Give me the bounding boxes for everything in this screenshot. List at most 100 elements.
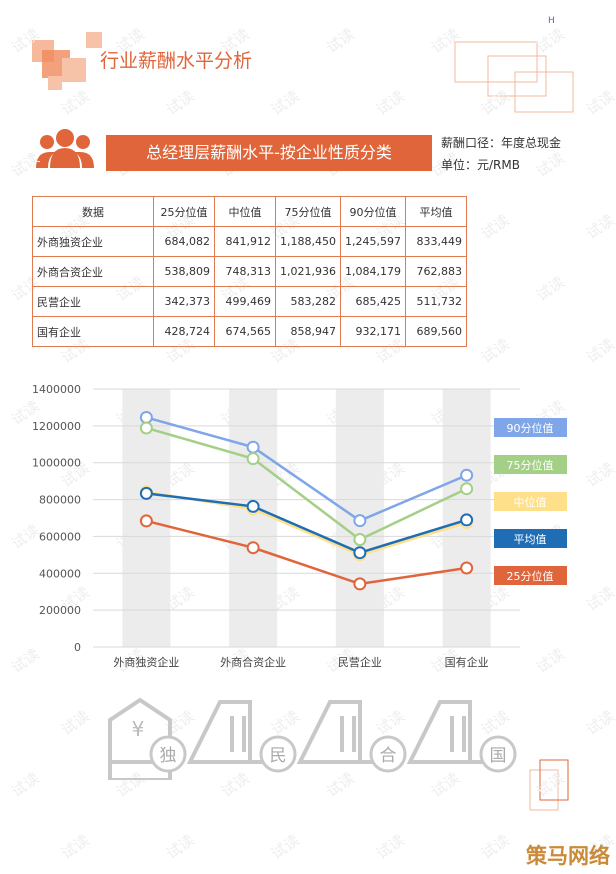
table-cell: 932,171 <box>339 316 406 347</box>
point <box>139 410 153 424</box>
icon-badge <box>259 735 297 773</box>
note: 单位：元/RMB <box>441 158 520 172</box>
legend-label: 25分位值 <box>507 569 554 583</box>
table-cell: 858,947 <box>275 316 341 347</box>
table-cell: 1,021,936 <box>275 256 341 287</box>
table-cell: 538,809 <box>153 256 215 287</box>
corner-mark: H <box>548 16 555 26</box>
table-cell: 762,883 <box>404 256 467 287</box>
table-cell: 684,082 <box>153 226 215 257</box>
y-tick-label: 1200000 <box>32 420 81 433</box>
table-cell: 689,560 <box>404 316 467 347</box>
table-cell: 685,425 <box>339 286 406 317</box>
series-line <box>146 492 467 555</box>
table-cell: 民营企业 <box>32 286 154 317</box>
icon-label: 合 <box>380 746 397 766</box>
point <box>246 541 260 555</box>
table-cell: 841,912 <box>214 226 276 257</box>
table-cell: 1,188,450 <box>275 226 341 257</box>
point <box>246 452 260 466</box>
header-cell: 75分位值 <box>275 196 341 227</box>
legend-label: 中位值 <box>514 495 547 509</box>
icon-label: 独 <box>160 746 177 766</box>
table-cell: 499,469 <box>214 286 276 317</box>
chart: 0 200000 400000 600000 800000 1000000 1200000 1… <box>32 383 567 669</box>
brand: 策马网络 <box>526 844 610 868</box>
legend-label: 90分位值 <box>507 421 554 435</box>
series-line <box>146 519 467 586</box>
point <box>246 499 260 513</box>
table-header-row: 数据 25分位值 中位值 75分位值 90分位值 平均值 <box>32 196 467 227</box>
icons: ¥ 独 民 合 国 <box>108 697 517 780</box>
icon-badge <box>149 735 187 773</box>
legend-swatch <box>494 566 567 585</box>
legend-swatch <box>494 492 567 511</box>
x-tick-label: 国有企业 <box>445 655 489 669</box>
icon-label: 国 <box>490 746 507 766</box>
legend-swatch <box>494 418 567 437</box>
note: 薪酬口径：年度总现金 <box>441 136 562 150</box>
series-line <box>146 490 467 557</box>
y-tick-label: 600000 <box>39 530 81 543</box>
point <box>246 440 260 454</box>
data-table: 数据 25分位值 中位值 75分位值 90分位值 平均值 外商独资企业 684,082 841,… <box>32 196 467 347</box>
icon-badge <box>479 735 517 773</box>
table-cell: 583,282 <box>275 286 341 317</box>
y-tick-label: 1400000 <box>32 383 81 396</box>
x-tick-label: 民营企业 <box>338 655 382 669</box>
legend-label: 75分位值 <box>507 458 554 472</box>
icon-bars <box>450 716 466 752</box>
point <box>460 513 474 527</box>
point <box>139 421 153 435</box>
table-cell: 428,724 <box>153 316 215 347</box>
y-tick-label: 400000 <box>39 567 81 580</box>
header-cell: 中位值 <box>214 196 276 227</box>
table-cell: 1,084,179 <box>339 256 406 287</box>
category-band <box>229 389 278 647</box>
table-row: 外商合资企业 538,809 748,313 1,021,936 1,084,179 76… <box>32 256 467 287</box>
legend-label: 平均值 <box>514 533 547 546</box>
table-cell: 748,313 <box>214 256 276 287</box>
series-line <box>146 426 468 541</box>
table-cell: 外商独资企业 <box>32 226 154 257</box>
y-tick-label: 800000 <box>39 494 81 507</box>
header-cell: 数据 <box>32 196 154 227</box>
icon-bars <box>230 716 246 752</box>
table-row: 外商独资企业 684,082 841,912 1,188,450 1,245,597 83… <box>32 226 467 257</box>
icon-label: 民 <box>270 746 287 766</box>
legend-swatch <box>494 455 567 474</box>
page-title: 行业薪酬水平分析 <box>100 50 253 72</box>
y-tick-label: 200000 <box>39 604 81 617</box>
y-tick-label: 1000000 <box>32 457 81 470</box>
table-cell: 国有企业 <box>32 316 154 347</box>
table-cell: 外商合资企业 <box>32 256 154 287</box>
point <box>353 533 367 547</box>
y-tick-label: 0 <box>74 641 81 654</box>
table-row: 民营企业 342,373 499,469 583,282 685,425 511,732 <box>32 286 467 317</box>
table-row: 国有企业 428,724 674,565 858,947 932,171 689,560 <box>32 316 467 347</box>
point <box>139 486 153 500</box>
icon-symbol: ¥ <box>132 717 145 741</box>
point <box>460 468 474 482</box>
point <box>460 561 474 575</box>
point <box>460 482 474 496</box>
x-tick-label: 外商独资企业 <box>113 655 179 669</box>
table-cell: 833,449 <box>404 226 467 257</box>
header-cell: 平均值 <box>404 196 467 227</box>
table-cell: 674,565 <box>214 316 276 347</box>
x-tick-label: 外商合资企业 <box>220 655 286 669</box>
point <box>353 514 367 528</box>
icon-badge <box>369 735 407 773</box>
header-cell: 25分位值 <box>153 196 215 227</box>
table-cell: 1,245,597 <box>339 226 406 257</box>
header-cell: 90分位值 <box>339 196 406 227</box>
table-cell: 511,732 <box>404 286 467 317</box>
point <box>353 546 367 560</box>
table-cell: 342,373 <box>153 286 215 317</box>
point <box>353 577 367 591</box>
point <box>139 514 153 528</box>
icon-bars <box>340 716 356 752</box>
banner: 总经理层薪酬水平-按企业性质分类 <box>106 135 432 171</box>
